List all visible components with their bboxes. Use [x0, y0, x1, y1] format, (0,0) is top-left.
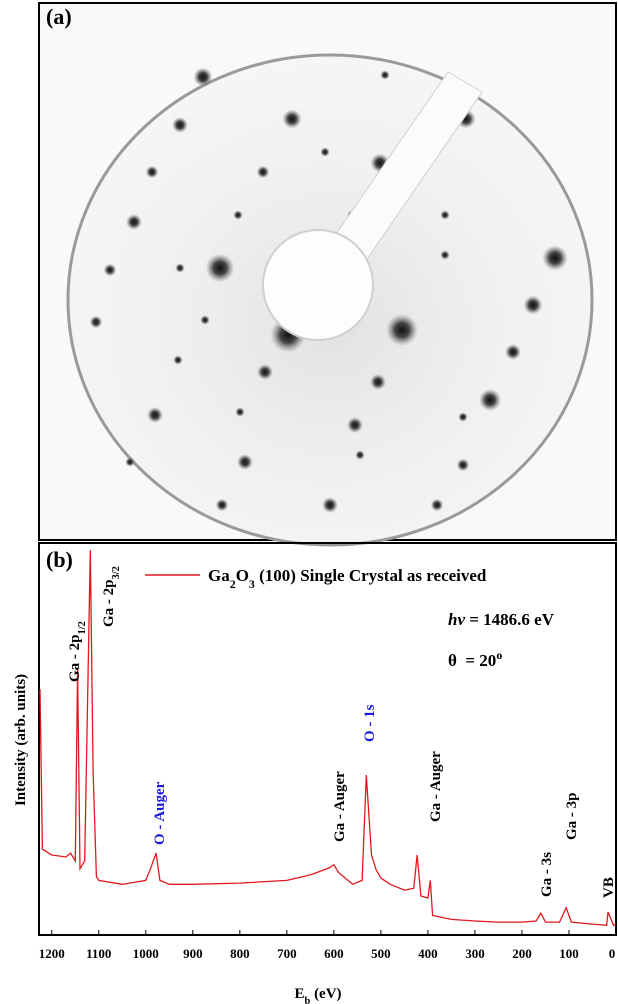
spot: [456, 458, 470, 472]
text-part: Ga - 3s: [539, 852, 555, 897]
diffraction-spots: [89, 67, 568, 513]
x-tick-label: 800: [230, 946, 250, 961]
text-part: 3: [249, 577, 255, 591]
text-part: Ga - Auger: [332, 771, 348, 842]
peak-annotation: Ga - 3p: [564, 792, 580, 840]
text-part: b: [304, 996, 310, 1004]
x-tick-label: 600: [324, 946, 344, 961]
panel-label: (b): [46, 547, 73, 572]
x-tick-label: 300: [465, 946, 485, 961]
x-tick-label: 1100: [86, 946, 111, 961]
spot: [256, 165, 270, 179]
spot: [440, 250, 450, 260]
y-axis-label: Intensity (arb. units): [13, 674, 29, 806]
text-part: θ = 20: [448, 651, 496, 670]
text-part: o: [496, 648, 502, 662]
peak-annotation: O - Auger: [152, 781, 168, 845]
peak-annotation: O - 1s: [362, 704, 378, 742]
x-tick-label: 900: [183, 946, 203, 961]
spot: [505, 344, 521, 360]
spot: [523, 295, 543, 315]
spot: [147, 407, 163, 423]
plot-frame: [38, 542, 617, 936]
x-tick-label: 400: [418, 946, 438, 961]
spot: [542, 245, 568, 271]
legend-label: Ga2O3 (100) Single Crystal as received: [208, 566, 487, 591]
spot: [233, 210, 243, 220]
peak-annotation: Ga - Auger: [428, 751, 444, 822]
spot: [125, 457, 135, 467]
text-part: 1/2: [77, 621, 88, 634]
spot: [355, 450, 365, 460]
spot: [205, 253, 235, 283]
emission-angle: θ = 20o: [448, 648, 502, 670]
spot: [478, 388, 502, 412]
photon-energy: hv = 1486.6 eV: [448, 610, 555, 629]
peak-annotation: Ga - 3s: [539, 852, 555, 897]
spot: [103, 263, 117, 277]
spot: [89, 315, 103, 329]
xps-chart: 1200 1100 1000 900 800 700 600 500 400 300 200 100 0…: [13, 547, 617, 1004]
text-part: E: [294, 986, 304, 1002]
spot: [200, 315, 210, 325]
peak-annotation: Ga - 2p3/2: [101, 566, 122, 627]
beam-stop: [262, 229, 374, 341]
peak-annotation: Ga - 2p1/2: [67, 621, 88, 682]
x-axis-label: Eb (eV): [294, 986, 341, 1004]
spot: [173, 355, 183, 365]
spot: [257, 364, 273, 380]
text-part: hv: [448, 610, 465, 629]
peak-annotation: Ga - Auger: [332, 771, 348, 842]
spot: [430, 498, 444, 512]
spectrum-line: [39, 550, 617, 927]
x-tick-label: 500: [371, 946, 391, 961]
text-part: (eV): [310, 986, 341, 1002]
text-part: 2: [230, 577, 236, 591]
text-part: O - 1s: [362, 704, 378, 742]
spot: [215, 498, 229, 512]
spot: [235, 407, 245, 417]
spot: [175, 263, 185, 273]
panel-label: (a): [46, 4, 72, 29]
spot: [386, 314, 418, 346]
text-part: 3/2: [111, 566, 122, 579]
spot: [440, 210, 450, 220]
peak-annotation: VB: [601, 877, 617, 898]
text-part: VB: [601, 877, 617, 898]
x-tick-label: 1000: [133, 946, 159, 961]
spot: [237, 454, 253, 470]
x-tick-label: 100: [559, 946, 579, 961]
spot: [347, 417, 363, 433]
text-part: Ga - 2p: [101, 579, 117, 627]
text-part: (100) Single Crystal as received: [255, 566, 487, 585]
spot: [172, 117, 188, 133]
spot: [458, 412, 468, 422]
text-part: O: [236, 566, 249, 585]
x-tick-label: 0: [609, 946, 616, 961]
leed-panel: (a): [38, 2, 617, 547]
x-tick-label: 700: [277, 946, 297, 961]
spot: [322, 497, 338, 513]
x-tick-label: 200: [512, 946, 532, 961]
text-part: Ga: [208, 566, 230, 585]
spot: [126, 214, 142, 230]
spot: [370, 374, 386, 390]
text-part: = 1486.6 eV: [465, 610, 555, 629]
text-part: Ga - Auger: [428, 751, 444, 822]
spot: [145, 165, 159, 179]
spot: [193, 67, 213, 87]
text-part: O - Auger: [152, 781, 168, 845]
text-part: Ga - 3p: [564, 792, 580, 840]
spot: [380, 70, 390, 80]
text-part: Ga - 2p: [67, 634, 83, 682]
spot: [282, 109, 302, 129]
spot: [320, 147, 330, 157]
x-tick-label: 1200: [39, 946, 65, 961]
